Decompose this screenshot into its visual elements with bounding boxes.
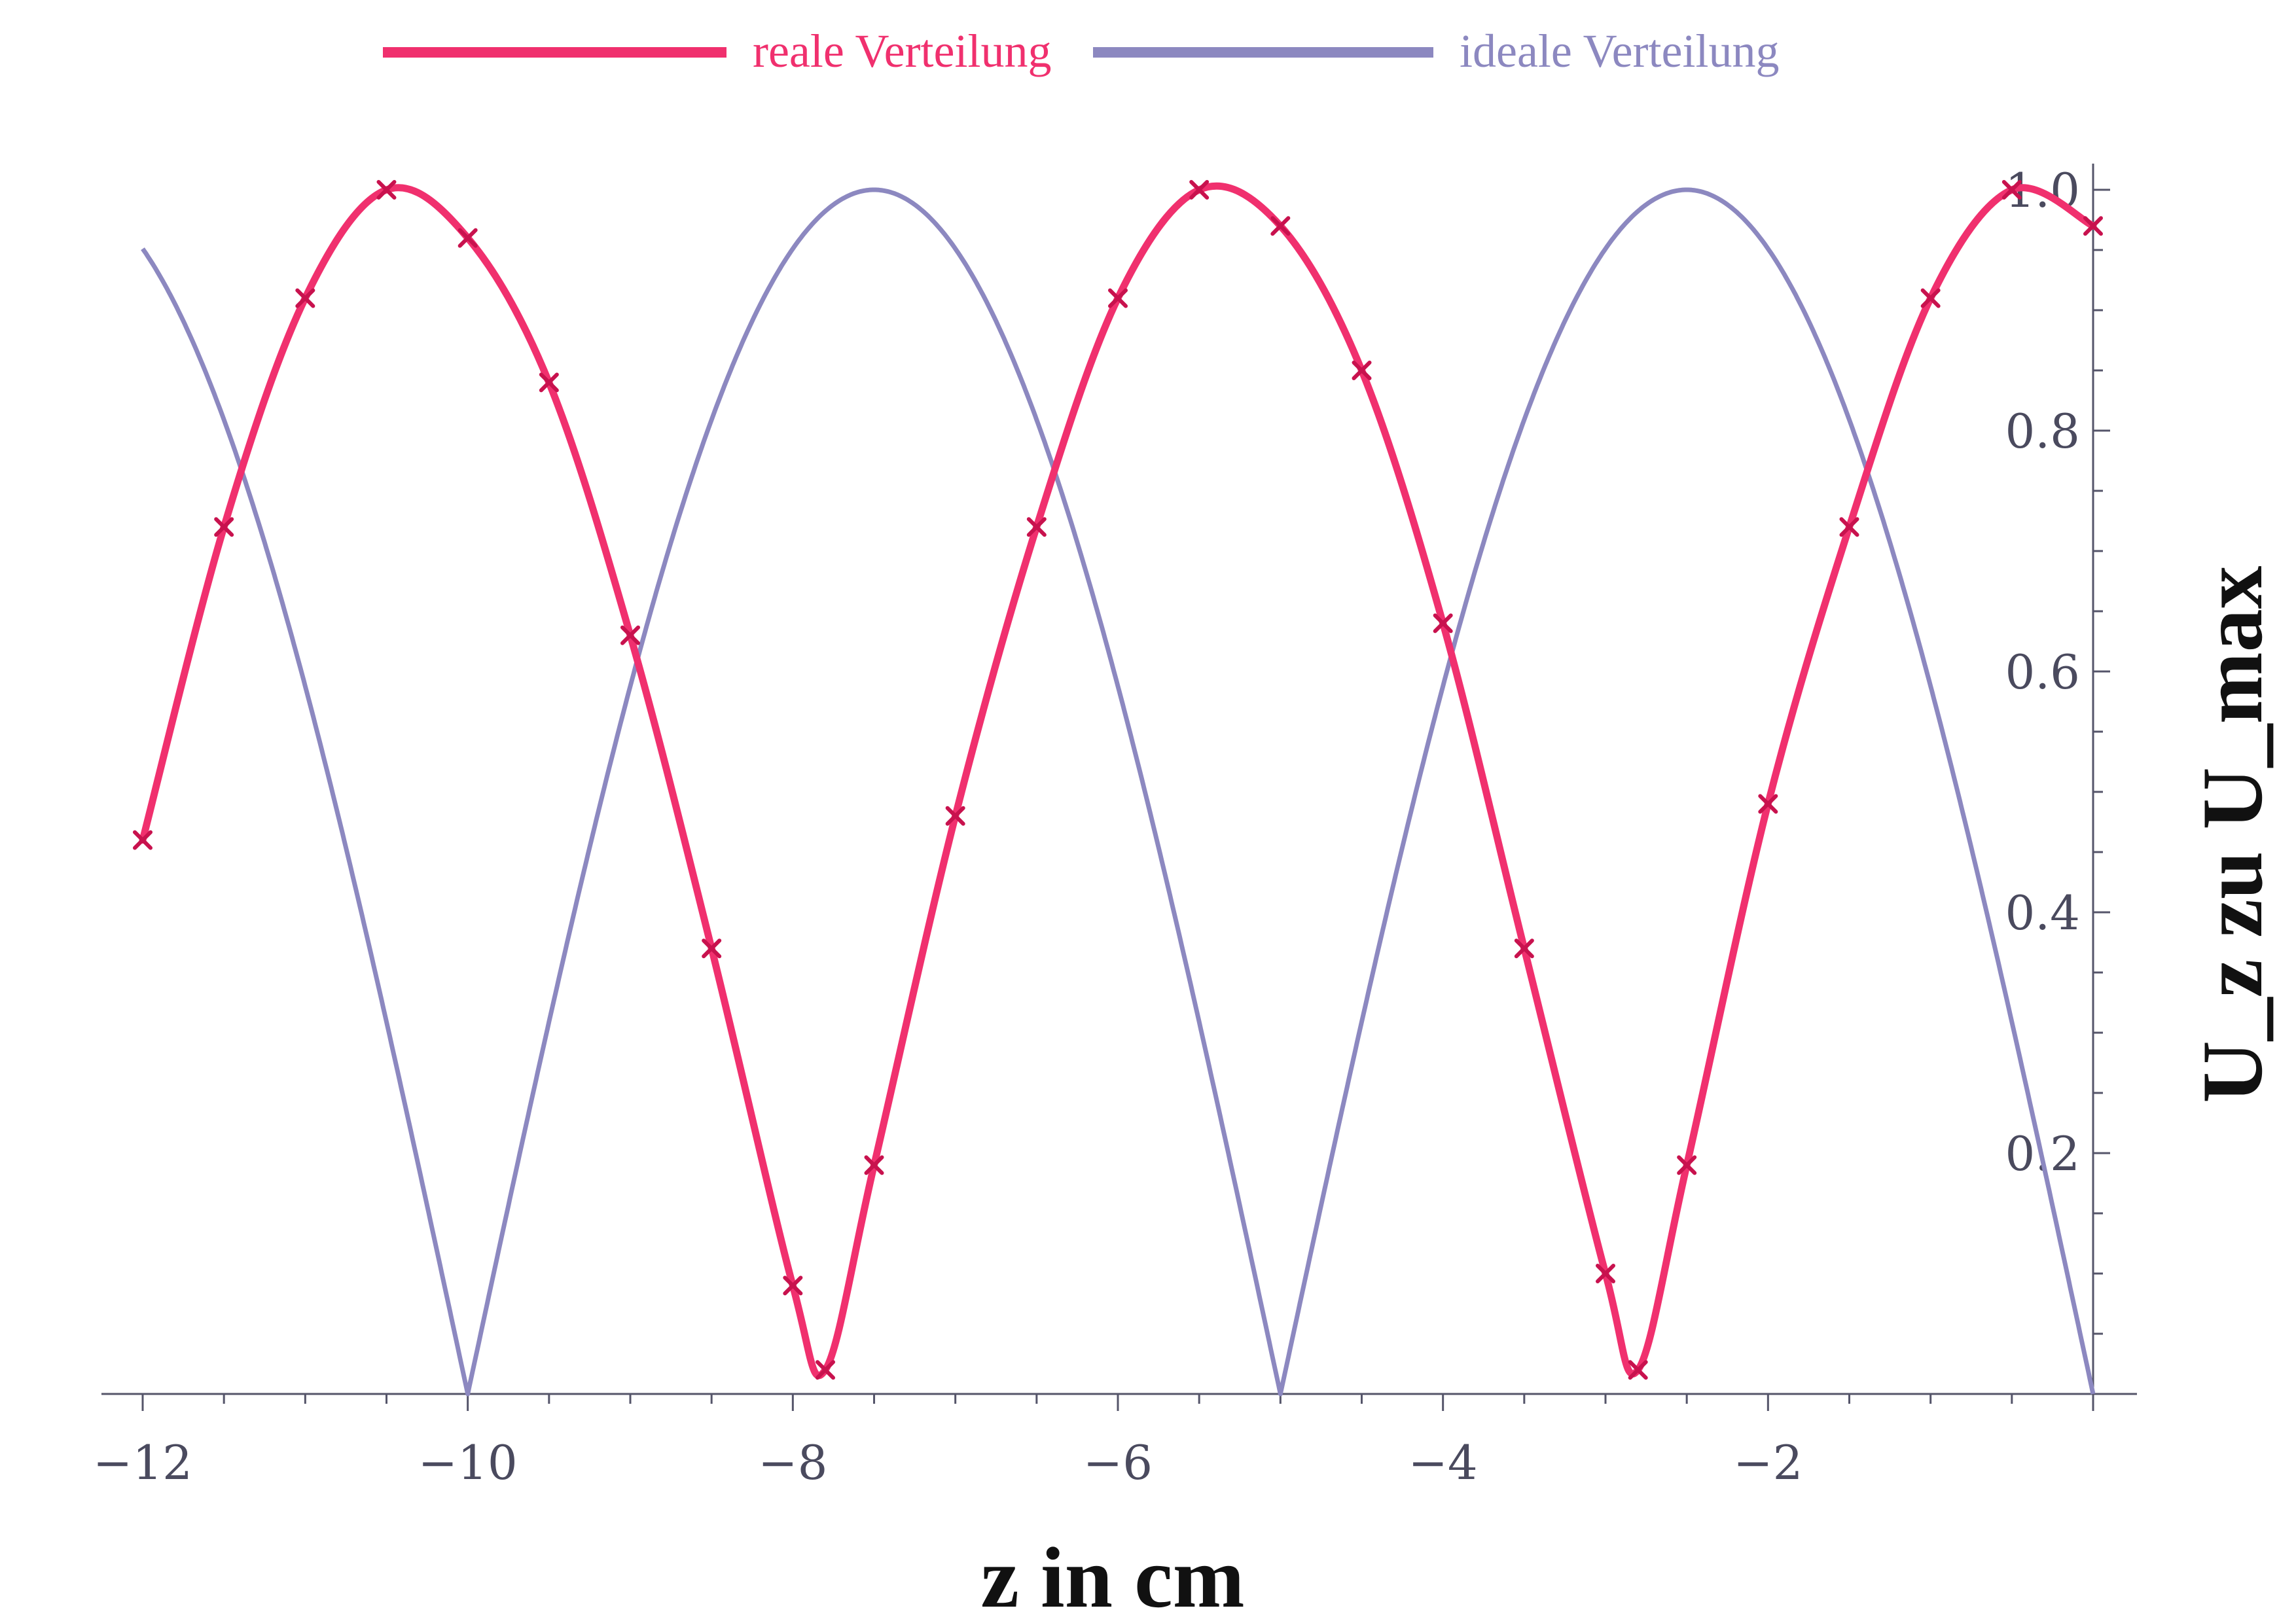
marker-stroke — [864, 1155, 884, 1175]
x-tick-label: −10 — [418, 1435, 518, 1490]
marker-stroke — [1433, 613, 1453, 633]
marker-stroke — [1920, 288, 1941, 308]
data-point-marker — [376, 180, 397, 200]
data-point-marker — [1352, 361, 1372, 380]
marker-stroke — [1758, 794, 1778, 814]
data-point-marker — [1628, 1360, 1648, 1380]
data-point-marker — [864, 1155, 884, 1175]
marker-stroke — [214, 517, 234, 537]
marker-stroke — [457, 228, 478, 248]
axes: −12 −10 −8 −6 −4 −20.20.40.60.81.0 — [93, 163, 2137, 1490]
x-axis-title: z in cm — [980, 1529, 1244, 1623]
marker-stroke — [1352, 361, 1372, 380]
x-tick-label: −2 — [1733, 1435, 1803, 1490]
marker-stroke — [1839, 517, 1859, 537]
marker-stroke — [1628, 1360, 1648, 1380]
data-point-marker — [214, 517, 234, 537]
data-point-marker — [1433, 613, 1453, 633]
legend: reale Verteilung ideale Verteilung — [383, 25, 1780, 77]
data-point-marker — [945, 806, 965, 826]
marker-stroke — [620, 625, 640, 645]
data-point-marker — [1108, 288, 1128, 308]
marker-stroke — [1108, 288, 1128, 308]
marker-stroke — [945, 806, 965, 826]
series-reale-verteilung — [133, 180, 2103, 1380]
ideale-verteilung-line — [141, 187, 2096, 1397]
marker-stroke — [1189, 180, 1210, 200]
data-point-marker — [816, 1360, 835, 1380]
data-point-marker — [1920, 288, 1941, 308]
marker-stroke — [1514, 938, 1534, 959]
series-ideale-verteilung — [141, 187, 2096, 1397]
data-point-marker — [783, 1275, 803, 1296]
marker-stroke — [2083, 216, 2103, 236]
marker-stroke — [376, 180, 397, 200]
data-point-marker — [539, 372, 559, 393]
y-axis-title: U_z zu U_max — [2184, 565, 2280, 1103]
data-point-marker — [1189, 180, 1210, 200]
data-point-marker — [1026, 517, 1047, 537]
marker-stroke — [2001, 180, 2022, 200]
marker-stroke — [295, 288, 315, 308]
y-tick-label: 0.6 — [2005, 645, 2080, 700]
legend-label-reale: reale Verteilung — [753, 25, 1051, 77]
data-point-marker — [1839, 517, 1859, 537]
marker-stroke — [783, 1275, 803, 1296]
data-point-marker — [1677, 1155, 1697, 1175]
data-point-marker — [1270, 216, 1291, 236]
x-tick-label: −4 — [1408, 1435, 1478, 1490]
x-tick-label: −6 — [1083, 1435, 1153, 1490]
marker-stroke — [133, 830, 152, 850]
reale-verteilung-line — [139, 182, 2097, 1380]
axis-titles: z in cm U_z zu U_max — [980, 565, 2280, 1623]
marker-stroke — [1596, 1264, 1615, 1283]
data-point-marker — [133, 830, 152, 850]
y-tick-label: 0.8 — [2005, 404, 2080, 459]
data-point-marker — [2001, 180, 2022, 200]
marker-stroke — [816, 1360, 835, 1380]
data-point-marker — [1596, 1264, 1615, 1283]
data-point-marker — [1758, 794, 1778, 814]
data-point-marker — [702, 938, 722, 959]
marker-stroke — [1026, 517, 1047, 537]
data-point-marker — [2083, 216, 2103, 236]
data-point-marker — [620, 625, 640, 645]
data-point-marker — [457, 228, 478, 248]
y-tick-label: 0.4 — [2005, 885, 2080, 940]
x-tick-label: −12 — [93, 1435, 192, 1490]
legend-label-ideale: ideale Verteilung — [1460, 25, 1780, 77]
marker-stroke — [1677, 1155, 1697, 1175]
data-point-marker — [295, 288, 315, 308]
x-tick-label: −8 — [758, 1435, 827, 1490]
marker-stroke — [702, 938, 722, 959]
marker-stroke — [1270, 216, 1291, 236]
marker-stroke — [539, 372, 559, 393]
data-point-marker — [1514, 938, 1534, 959]
